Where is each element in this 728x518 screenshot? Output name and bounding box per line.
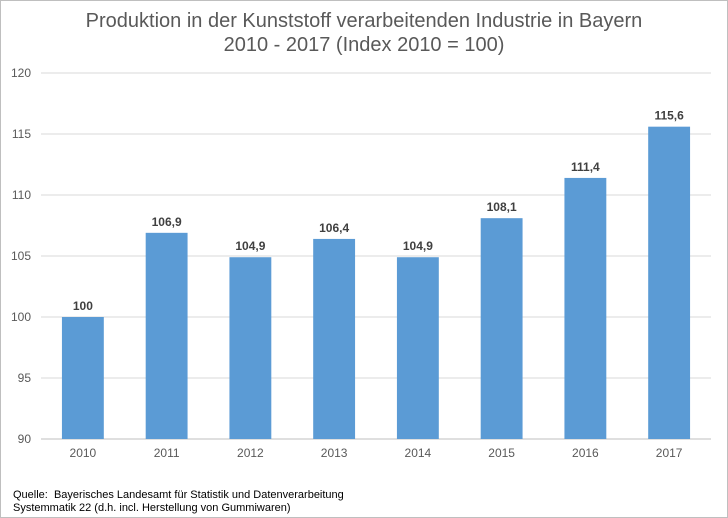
source-line1: Quelle: Bayerisches Landesamt für Statis…	[13, 489, 344, 501]
chart-title-line2: 2010 - 2017 (Index 2010 = 100)	[223, 34, 505, 56]
data-label: 104,9	[235, 239, 265, 253]
x-tick-label: 2015	[488, 446, 515, 460]
y-tick-label: 95	[18, 371, 32, 385]
data-label: 100	[73, 299, 93, 313]
chart-title-line1: Produktion in der Kunststoff verarbeiten…	[85, 10, 643, 32]
data-label: 106,4	[319, 221, 349, 235]
y-tick-label: 105	[11, 249, 31, 263]
bar	[396, 257, 439, 439]
data-label: 104,9	[403, 239, 433, 253]
bar	[313, 238, 356, 439]
data-label: 106,9	[152, 215, 182, 229]
x-tick-label: 2014	[405, 446, 432, 460]
y-tick-label: 100	[11, 310, 31, 324]
bar	[648, 126, 691, 440]
bar	[480, 218, 523, 439]
bar	[61, 317, 104, 439]
chart-title: Produktion in der Kunststoff verarbeiten…	[1, 9, 727, 57]
source-note: Quelle: Bayerisches Landesamt für Statis…	[13, 489, 344, 515]
data-label: 108,1	[487, 200, 517, 214]
x-tick-label: 2013	[321, 446, 348, 460]
data-label: 111,4	[571, 160, 600, 174]
bar	[229, 257, 272, 439]
bar	[564, 177, 607, 440]
y-tick-label: 115	[12, 127, 31, 141]
bar	[145, 232, 188, 439]
y-tick-label: 90	[18, 432, 32, 446]
x-tick-label: 2017	[656, 446, 683, 460]
x-tick-label: 2010	[70, 446, 97, 460]
x-tick-label: 2011	[154, 446, 180, 460]
y-tick-label: 110	[12, 188, 31, 202]
data-label: 115,6	[654, 109, 684, 123]
x-tick-label: 2012	[237, 446, 264, 460]
source-line2: Systemmatik 22 (d.h. incl. Herstellung v…	[13, 502, 291, 514]
x-tick-label: 2016	[572, 446, 599, 460]
y-tick-label: 120	[11, 66, 31, 80]
